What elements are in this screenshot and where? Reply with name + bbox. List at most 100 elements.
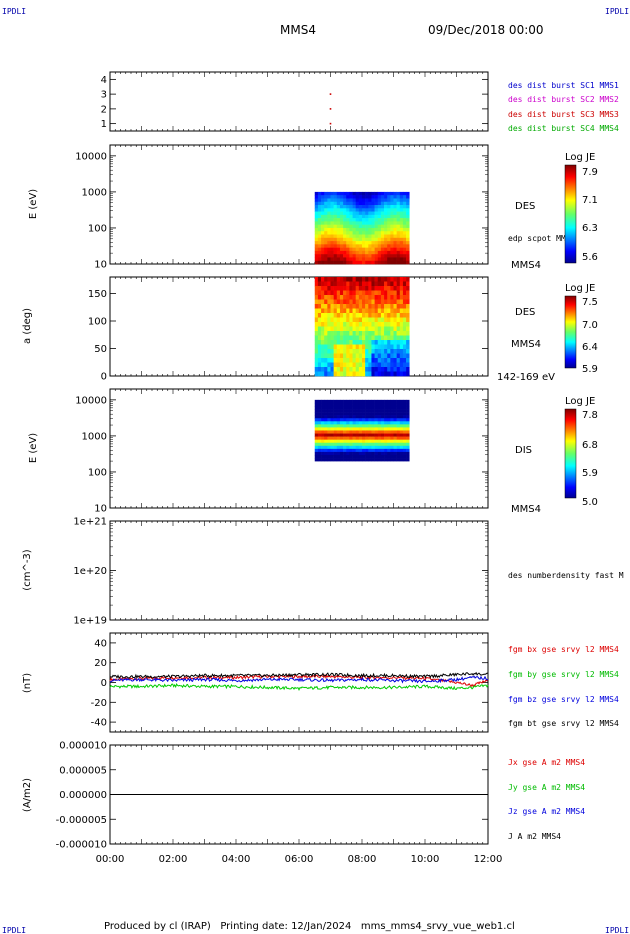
des-pitch-species: DES xyxy=(515,307,535,318)
spectrogram-pixel xyxy=(327,451,331,456)
spectrogram-pixel xyxy=(362,241,366,245)
spectrogram-pixel xyxy=(327,247,331,252)
spectrogram-pixel xyxy=(390,331,394,336)
spectrogram-pixel xyxy=(339,409,344,413)
spectrogram-pixel xyxy=(402,295,407,300)
spectrogram-pixel xyxy=(406,371,410,377)
spectrogram-pixel xyxy=(355,254,360,258)
legend-bz: fgm bz gse srvy l2 MMS4 xyxy=(508,695,619,704)
spectrogram-pixel xyxy=(374,427,379,431)
spectrogram-pixel xyxy=(402,349,407,354)
spectrogram-pixel xyxy=(393,214,397,219)
spectrogram-pixel xyxy=(365,260,369,265)
spectrogram-pixel xyxy=(336,211,341,216)
y-tick-label: 10 xyxy=(94,504,107,515)
spectrogram-pixel xyxy=(317,317,322,323)
spectrogram-pixel xyxy=(314,454,319,459)
spectrogram-pixel xyxy=(399,433,404,437)
spectrogram-pixel xyxy=(380,211,385,216)
spectrogram-pixel xyxy=(358,241,363,245)
spectrogram-pixel xyxy=(355,409,360,413)
spectrogram-pixel xyxy=(396,442,401,447)
spectrogram-pixel xyxy=(396,295,401,300)
spectrogram-pixel xyxy=(368,405,372,410)
spectrogram-pixel xyxy=(402,442,407,447)
spectrogram-pixel xyxy=(358,451,363,456)
spectrogram-pixel xyxy=(399,237,404,242)
spectrogram-pixel xyxy=(324,211,328,216)
spectrogram-pixel xyxy=(317,448,322,453)
spectrogram-pixel xyxy=(324,458,328,462)
spectrogram-pixel xyxy=(390,322,394,327)
spectrogram-pixel xyxy=(352,454,356,459)
spectrogram-pixel xyxy=(336,244,341,248)
spectrogram-pixel xyxy=(327,211,331,216)
spectrogram-pixel xyxy=(330,299,334,305)
spectrogram-pixel xyxy=(324,405,328,410)
y-tick-label: 1e+21 xyxy=(73,517,107,528)
spectrogram-pixel xyxy=(333,191,338,196)
spectrogram-pixel xyxy=(358,218,363,222)
spectrogram-pixel xyxy=(368,241,372,245)
spectrogram-pixel xyxy=(374,424,379,428)
spectrogram-pixel xyxy=(387,442,391,447)
spectrogram-pixel xyxy=(330,250,334,255)
spectrogram-pixel xyxy=(339,371,344,377)
spectrogram-pixel xyxy=(336,371,341,377)
spectrogram-pixel xyxy=(393,198,397,203)
spectrogram-pixel xyxy=(399,405,404,410)
spectrogram-pixel xyxy=(339,237,344,242)
spectrogram-pixel xyxy=(317,335,322,341)
spectrogram-pixel xyxy=(324,448,328,453)
spectrogram-pixel xyxy=(390,358,394,363)
spectrogram-pixel xyxy=(371,427,375,431)
spectrogram-pixel xyxy=(324,208,328,212)
spectrogram-pixel xyxy=(339,402,344,407)
spectrogram-pixel xyxy=(352,340,356,345)
spectrogram-pixel xyxy=(399,221,404,225)
spectrogram-pixel xyxy=(355,427,360,431)
spectrogram-pixel xyxy=(384,227,388,232)
spectrogram-pixel xyxy=(402,358,407,363)
spectrogram-pixel xyxy=(349,326,353,332)
spectrogram-pixel xyxy=(390,430,394,434)
spectrogram-pixel xyxy=(380,353,385,359)
spectrogram-pixel xyxy=(368,244,372,248)
spectrogram-pixel xyxy=(321,412,325,416)
spectrogram-pixel xyxy=(355,257,360,262)
spectrogram-pixel xyxy=(380,451,385,456)
spectrogram-pixel xyxy=(324,402,328,407)
spectrogram-pixel xyxy=(384,412,388,416)
spectrogram-pixel xyxy=(343,362,347,368)
spectrogram-pixel xyxy=(355,454,360,459)
spectrogram-pixel xyxy=(321,304,325,309)
spectrogram-pixel xyxy=(349,448,353,453)
spectrogram-pixel xyxy=(390,344,394,350)
spectrogram-pixel xyxy=(399,436,404,440)
spectrogram-pixel xyxy=(339,412,344,416)
spectrogram-pixel xyxy=(330,211,334,216)
des-pitch-colorbar-title: Log JE xyxy=(565,283,595,294)
spectrogram-pixel xyxy=(374,451,379,456)
spectrogram-pixel xyxy=(346,433,350,437)
spectrogram-pixel xyxy=(390,362,394,368)
spectrogram-pixel xyxy=(346,445,350,450)
spectrogram-pixel xyxy=(339,221,344,225)
spectrogram-pixel xyxy=(380,371,385,377)
spectrogram-pixel xyxy=(314,281,319,287)
spectrogram-pixel xyxy=(365,409,369,413)
spectrogram-pixel xyxy=(406,281,410,287)
spectrogram-pixel xyxy=(390,286,394,291)
spectrogram-pixel xyxy=(355,201,360,206)
spectrogram-pixel xyxy=(402,421,407,425)
spectrogram-pixel xyxy=(406,290,410,296)
spectrogram-pixel xyxy=(349,402,353,407)
spectrogram-pixel xyxy=(371,247,375,252)
spectrogram-pixel xyxy=(365,208,369,212)
spectrogram-pixel xyxy=(355,340,360,345)
spectrogram-pixel xyxy=(314,424,319,428)
spectrogram-pixel xyxy=(406,349,410,354)
spectrogram-pixel xyxy=(396,313,401,318)
spectrogram-pixel xyxy=(406,421,410,425)
spectrogram-pixel xyxy=(317,299,322,305)
